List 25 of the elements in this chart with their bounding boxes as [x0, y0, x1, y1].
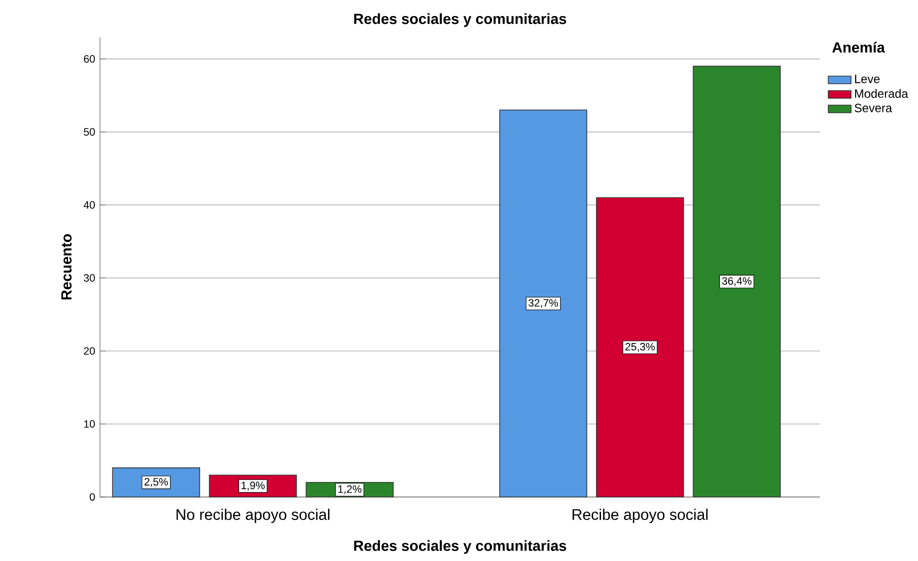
y-tick-label: 60 [84, 55, 95, 63]
y-axis-title: Recuento [61, 234, 72, 300]
annotation: 2,5% [144, 478, 168, 487]
legend-label: Severa [854, 104, 892, 112]
y-tick-label: 40 [84, 201, 95, 209]
annotation: 25,3% [625, 342, 655, 352]
x-axis-title: Redes sociales y comunitarias [354, 540, 566, 554]
y-tick-label: 20 [84, 347, 95, 355]
legend-label: Leve [855, 74, 880, 84]
x-tick-label: No recibe apoyo social [176, 508, 330, 524]
bar [692, 66, 781, 498]
legend-title: Anemía [832, 42, 885, 53]
chart-title: Redes sociales y comunitarias [354, 13, 566, 27]
y-tick-label: 0 [90, 493, 95, 501]
bar [499, 110, 588, 498]
annotation: 1,9% [242, 482, 265, 490]
legend-label: Moderada [855, 89, 908, 98]
annotation: 32,7% [528, 299, 558, 308]
y-tick-label: 10 [84, 420, 95, 428]
y-tick-label: 30 [84, 274, 95, 282]
y-tick-label: 50 [84, 128, 95, 136]
x-tick-label: Recibe apoyo social [572, 508, 708, 524]
annotation: 1,2% [338, 485, 362, 494]
annotation: 36,4% [722, 277, 752, 286]
bar [596, 197, 684, 498]
